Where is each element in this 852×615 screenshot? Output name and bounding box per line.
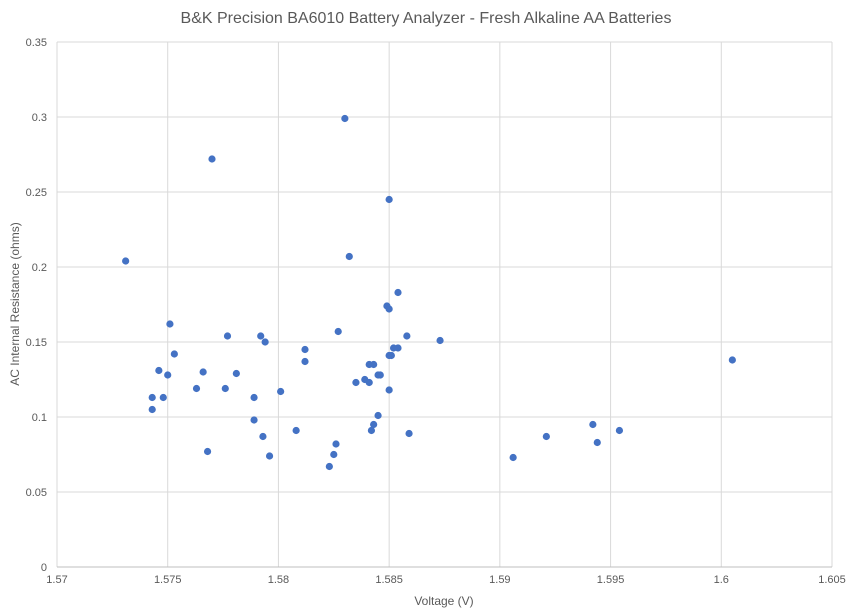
data-point <box>221 384 229 393</box>
x-tick-label: 1.59 <box>489 574 510 586</box>
data-point <box>370 420 378 429</box>
data-point <box>615 426 624 435</box>
data-point <box>325 462 333 471</box>
data-point <box>250 416 258 424</box>
x-axis-title: Voltage (V) <box>414 594 473 608</box>
data-point <box>385 305 393 313</box>
data-point <box>376 371 384 379</box>
data-point <box>301 357 309 366</box>
data-point <box>385 195 393 204</box>
data-point <box>341 114 349 123</box>
y-tick-label: 0.15 <box>26 337 47 349</box>
data-point <box>436 336 444 345</box>
data-point <box>374 411 382 420</box>
data-point <box>208 155 216 163</box>
y-tick-label: 0.1 <box>32 412 47 424</box>
x-tick-label: 1.58 <box>268 574 289 586</box>
data-point <box>509 453 517 462</box>
data-point <box>334 327 342 336</box>
x-tick-label: 1.57 <box>46 574 67 586</box>
data-points <box>122 114 736 471</box>
data-point <box>593 438 601 447</box>
y-tick-label: 0.3 <box>32 112 47 124</box>
data-point <box>370 360 378 369</box>
data-point <box>199 368 207 376</box>
data-point <box>261 338 269 346</box>
y-axis-title: AC Internal Resistance (ohms) <box>8 222 22 385</box>
data-point <box>394 288 402 297</box>
chart-title: B&K Precision BA6010 Battery Analyzer - … <box>181 10 672 27</box>
data-point <box>170 350 178 358</box>
data-point <box>148 393 156 402</box>
data-point <box>385 386 393 394</box>
data-point <box>301 345 309 354</box>
data-point <box>728 356 736 364</box>
data-point <box>203 447 212 456</box>
data-point <box>589 420 597 429</box>
x-tick-label: 1.585 <box>375 574 403 586</box>
tick-labels: 1.57 1.575 1.58 1.585 1.59 1.595 1.6 1.605 0 0.05… <box>26 37 846 586</box>
y-tick-label: 0.2 <box>32 262 47 274</box>
data-point <box>345 252 353 261</box>
x-tick-label: 1.6 <box>714 574 729 586</box>
data-point <box>265 452 274 460</box>
data-point <box>542 432 550 441</box>
data-point <box>223 332 232 340</box>
data-point <box>394 344 402 352</box>
data-point <box>405 429 413 438</box>
data-point <box>232 369 240 378</box>
data-point <box>387 351 395 360</box>
data-point <box>277 387 285 396</box>
data-point <box>352 378 360 387</box>
data-point <box>122 257 130 265</box>
data-point <box>365 378 373 387</box>
data-point <box>166 320 174 328</box>
y-tick-label: 0.35 <box>26 37 47 49</box>
x-tick-label: 1.575 <box>154 574 182 586</box>
y-tick-label: 0 <box>41 562 47 574</box>
x-tick-label: 1.595 <box>597 574 625 586</box>
data-point <box>155 366 163 375</box>
data-point <box>403 332 411 340</box>
data-point <box>367 426 376 435</box>
data-point <box>192 384 201 393</box>
data-point <box>250 393 258 402</box>
data-point <box>292 426 300 435</box>
data-point <box>148 405 156 414</box>
data-point <box>164 371 172 379</box>
x-tick-label: 1.605 <box>818 574 846 586</box>
data-point <box>259 432 267 441</box>
y-tick-label: 0.25 <box>26 187 47 199</box>
gridlines <box>56 41 833 568</box>
data-point <box>330 450 338 459</box>
y-tick-label: 0.05 <box>26 487 47 499</box>
data-point <box>159 393 167 402</box>
data-point <box>332 440 340 448</box>
data-point <box>257 332 265 340</box>
